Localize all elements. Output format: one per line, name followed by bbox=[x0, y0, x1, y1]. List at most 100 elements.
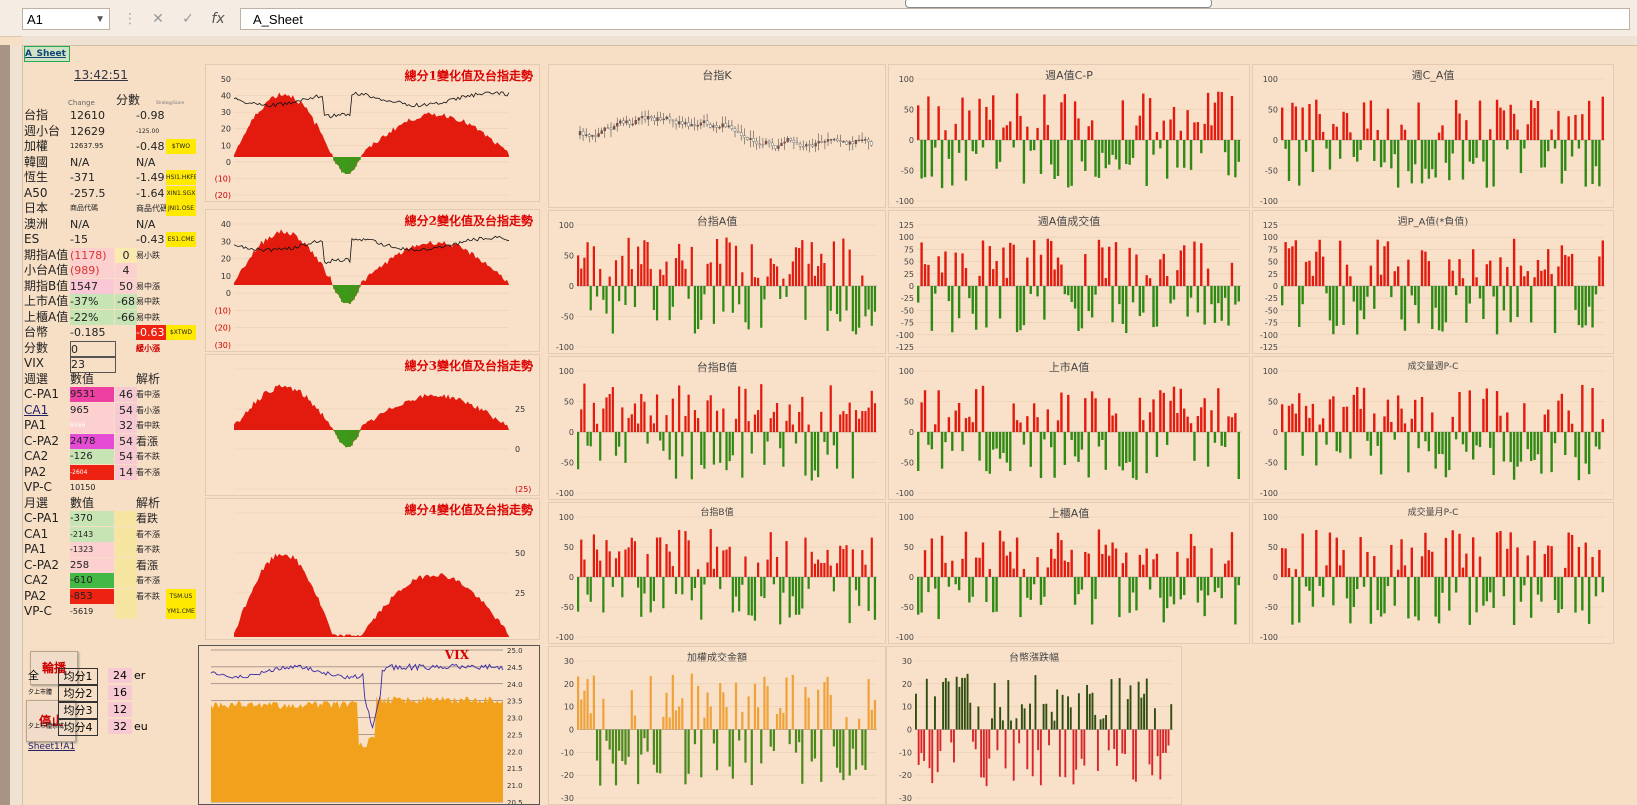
bar bbox=[1570, 423, 1574, 432]
tick-label: 30 bbox=[902, 657, 912, 666]
bar bbox=[1536, 577, 1540, 595]
vix-chart[interactable]: VIX 25.0 24.5 24.0 23.5 23.0 22.5 22.0 21.5 21.0 2… bbox=[198, 645, 540, 805]
bar bbox=[785, 541, 788, 577]
score4-chart[interactable]: 總分4變化值及台指走勢 50 25 bbox=[205, 498, 540, 640]
sheet-link[interactable]: A_Sheet bbox=[24, 46, 70, 62]
tx-b2-chart[interactable]: 台指B值 100 50 0 -50 -100 bbox=[548, 502, 886, 644]
bar bbox=[1594, 140, 1598, 167]
row-analysis: -0.98 bbox=[136, 109, 165, 122]
bar bbox=[1529, 286, 1533, 323]
bar bbox=[1591, 140, 1594, 184]
bar bbox=[995, 140, 998, 169]
candle-body bbox=[724, 123, 727, 128]
name-box[interactable]: A1 ▼ bbox=[22, 8, 110, 30]
bar bbox=[991, 718, 993, 730]
bar bbox=[788, 577, 791, 618]
bar bbox=[1366, 551, 1369, 577]
bar bbox=[1012, 244, 1015, 286]
bar bbox=[1142, 564, 1145, 577]
bar bbox=[951, 432, 954, 451]
chart-title: 總分4變化值及台指走勢 bbox=[404, 503, 533, 517]
tick-label: 0 bbox=[1273, 573, 1278, 582]
candle-body bbox=[842, 141, 845, 143]
bar bbox=[700, 729, 703, 778]
bar bbox=[829, 694, 832, 730]
row-analysis: 緩小漲 bbox=[136, 343, 160, 353]
tx-k-chart[interactable]: 台指K bbox=[548, 64, 886, 208]
bar bbox=[1461, 140, 1465, 180]
bar bbox=[1032, 240, 1036, 286]
score1-chart[interactable]: 總分1變化值及台指走勢 50 40 30 20 10 0 (10) (20) bbox=[205, 64, 540, 202]
candle-body bbox=[612, 125, 616, 130]
bar bbox=[655, 286, 659, 321]
bar bbox=[1162, 120, 1165, 140]
week-c-chart[interactable]: 週C_A值 100 50 0 -50 -100 bbox=[1252, 64, 1614, 208]
week-p-chart[interactable]: 週P_A值(*負值) 125 100 75 50 25 0 -25 -50 -75 -100 -125 bbox=[1252, 210, 1614, 354]
stop-button[interactable]: 停止 bbox=[26, 700, 76, 742]
bar bbox=[1220, 577, 1223, 599]
bar bbox=[1183, 577, 1186, 596]
tick-label: 25 bbox=[515, 405, 525, 414]
bar bbox=[1448, 432, 1451, 471]
bar bbox=[937, 577, 940, 620]
tx-a-chart[interactable]: 台指A值 100 50 0 -50 -100 bbox=[548, 210, 886, 354]
score3-chart[interactable]: 總分3變化值及台指走勢 25 0 (25) bbox=[205, 354, 540, 496]
bar bbox=[785, 420, 788, 432]
tick-label: 21.5 bbox=[507, 765, 523, 773]
bar bbox=[1104, 278, 1107, 286]
month-analysis: 看不漲 bbox=[136, 529, 160, 539]
rotate-button[interactable]: 輪播 bbox=[30, 651, 78, 685]
bar bbox=[1444, 432, 1448, 478]
sheet1-link[interactable]: Sheet1!A1 bbox=[28, 742, 76, 752]
bar bbox=[580, 268, 583, 286]
bar bbox=[1155, 286, 1159, 327]
volume-week-chart[interactable]: 成交量週P-C 100 50 0 -50 -100 bbox=[1252, 356, 1614, 500]
insert-function-icon[interactable]: fx bbox=[211, 11, 225, 27]
bar bbox=[744, 556, 747, 577]
bar bbox=[826, 676, 829, 730]
chart-title: 成交量週P-C bbox=[1407, 362, 1459, 372]
data-table: A_Sheet 13:42:51 Change 分數 StrategyScore… bbox=[24, 46, 199, 746]
bar bbox=[1574, 114, 1577, 140]
vix-line bbox=[210, 663, 504, 730]
week-a-volume-chart[interactable]: 週A值成交值 125 100 75 50 25 0 -25 -50 -75 -100 -125 bbox=[888, 210, 1250, 354]
bar bbox=[1332, 396, 1335, 432]
bar bbox=[934, 424, 937, 432]
bar bbox=[722, 550, 725, 577]
bar bbox=[851, 432, 854, 479]
otc-a-chart[interactable]: 上櫃A值 100 50 0 -50 -100 bbox=[888, 502, 1250, 644]
bar bbox=[1325, 565, 1328, 577]
listed-a-chart[interactable]: 上市A值 100 50 0 -50 -100 bbox=[888, 356, 1250, 500]
bar bbox=[605, 540, 608, 577]
month-analysis: 看跌 bbox=[136, 512, 158, 525]
bar bbox=[1200, 407, 1203, 432]
bar bbox=[1379, 140, 1383, 168]
confirm-icon[interactable]: ✓ bbox=[182, 11, 194, 27]
bar bbox=[1050, 432, 1053, 448]
tick-label: -100 bbox=[556, 343, 574, 352]
index-line bbox=[233, 235, 510, 265]
bar bbox=[1034, 675, 1037, 730]
more-options-icon[interactable]: ⋮ bbox=[123, 11, 137, 27]
volume-month-chart[interactable]: 成交量月P-C 100 50 0 -50 -100 bbox=[1252, 502, 1614, 644]
bar bbox=[920, 402, 923, 432]
bar bbox=[747, 577, 750, 616]
chevron-down-icon[interactable]: ▼ bbox=[95, 14, 105, 25]
turnover-chart[interactable]: 加權成交金額 30 20 10 0 -10 -20 -30 bbox=[548, 646, 886, 805]
bar bbox=[1417, 286, 1420, 324]
week-a-cp-chart[interactable]: 週A值C-P 100 50 0 -50 -100 bbox=[888, 64, 1250, 208]
bar bbox=[671, 286, 674, 307]
twd-chart[interactable]: 台幣漲跌幅 30 20 10 0 -10 -20 -30 bbox=[886, 646, 1182, 805]
bar bbox=[706, 400, 709, 432]
bar bbox=[1125, 140, 1128, 165]
bar bbox=[1557, 110, 1560, 140]
bar bbox=[655, 537, 659, 577]
score2-chart[interactable]: 總分2變化值及台指走勢 40 30 20 10 0 (10) (20) (30) bbox=[205, 209, 540, 352]
bar bbox=[1465, 432, 1468, 452]
formula-input[interactable]: A_Sheet bbox=[240, 8, 1630, 30]
bar bbox=[947, 417, 951, 432]
bar bbox=[940, 140, 944, 189]
chart-title: 總分1變化值及台指走勢 bbox=[404, 69, 533, 83]
tx-b-chart[interactable]: 台指B值 100 50 0 -50 -100 bbox=[548, 356, 886, 500]
cancel-icon[interactable]: ✕ bbox=[152, 11, 164, 27]
